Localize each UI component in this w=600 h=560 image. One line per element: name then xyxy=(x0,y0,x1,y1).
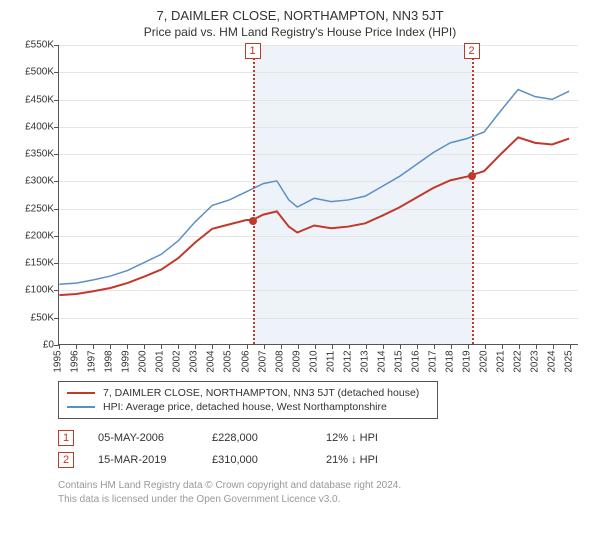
x-axis-label: 2010 xyxy=(308,347,319,377)
x-axis-label: 2003 xyxy=(189,347,200,377)
y-axis-label: £150K xyxy=(8,258,54,269)
sale-row: 1 05-MAY-2006 £228,000 12% ↓ HPI xyxy=(58,427,592,449)
x-axis-label: 1996 xyxy=(70,347,81,377)
x-axis-label: 2006 xyxy=(240,347,251,377)
x-axis-label: 2014 xyxy=(376,347,387,377)
series-line xyxy=(59,137,569,295)
x-axis-label: 2019 xyxy=(462,347,473,377)
y-axis-label: £0 xyxy=(8,340,54,351)
line-series-svg xyxy=(59,45,578,344)
y-axis-label: £450K xyxy=(8,94,54,105)
x-axis-label: 2002 xyxy=(172,347,183,377)
x-axis-label: 2000 xyxy=(138,347,149,377)
y-tick xyxy=(54,236,59,237)
x-axis-label: 2022 xyxy=(513,347,524,377)
chart-title: 7, DAIMLER CLOSE, NORTHAMPTON, NN3 5JT P… xyxy=(8,8,592,39)
sale-marker-line xyxy=(253,45,255,344)
x-axis-label: 2016 xyxy=(411,347,422,377)
legend: 7, DAIMLER CLOSE, NORTHAMPTON, NN3 5JT (… xyxy=(58,381,438,419)
y-tick xyxy=(54,45,59,46)
x-axis-label: 1997 xyxy=(87,347,98,377)
y-axis-label: £500K xyxy=(8,67,54,78)
y-tick xyxy=(54,154,59,155)
x-axis-label: 2024 xyxy=(547,347,558,377)
x-axis-label: 2007 xyxy=(257,347,268,377)
x-axis-label: 2018 xyxy=(445,347,456,377)
sale-hpi-delta: 21% ↓ HPI xyxy=(326,454,416,466)
y-tick xyxy=(54,209,59,210)
attribution: Contains HM Land Registry data © Crown c… xyxy=(58,479,592,506)
x-axis-label: 2009 xyxy=(291,347,302,377)
x-axis-label: 2005 xyxy=(223,347,234,377)
y-tick xyxy=(54,72,59,73)
sale-marker-badge: 2 xyxy=(464,43,480,59)
sale-price: £228,000 xyxy=(212,432,302,444)
x-axis-label: 2025 xyxy=(564,347,575,377)
y-tick xyxy=(54,318,59,319)
plot-region: 12 xyxy=(58,45,578,345)
y-axis-label: £200K xyxy=(8,230,54,241)
legend-label: HPI: Average price, detached house, West… xyxy=(103,401,387,413)
title-line1: 7, DAIMLER CLOSE, NORTHAMPTON, NN3 5JT xyxy=(8,8,592,23)
sale-marker-dot xyxy=(249,217,257,225)
x-axis-label: 2023 xyxy=(530,347,541,377)
sales-table: 1 05-MAY-2006 £228,000 12% ↓ HPI 2 15-MAR-201… xyxy=(58,427,592,471)
legend-item: HPI: Average price, detached house, West… xyxy=(67,400,429,414)
x-axis-label: 2015 xyxy=(393,347,404,377)
chart-area: 12 £0£50K£100K£150K£200K£250K£300K£350K£… xyxy=(8,45,592,375)
y-axis-label: £300K xyxy=(8,176,54,187)
series-line xyxy=(59,90,569,285)
sale-marker-line xyxy=(472,45,474,344)
y-axis-label: £400K xyxy=(8,121,54,132)
sale-date: 05-MAY-2006 xyxy=(98,432,188,444)
sale-price: £310,000 xyxy=(212,454,302,466)
y-tick xyxy=(54,100,59,101)
x-axis-label: 1995 xyxy=(53,347,64,377)
sale-row: 2 15-MAR-2019 £310,000 21% ↓ HPI xyxy=(58,449,592,471)
x-axis-label: 2013 xyxy=(359,347,370,377)
legend-swatch xyxy=(67,392,95,394)
x-axis-label: 2020 xyxy=(479,347,490,377)
y-tick xyxy=(54,127,59,128)
y-tick xyxy=(54,181,59,182)
legend-item: 7, DAIMLER CLOSE, NORTHAMPTON, NN3 5JT (… xyxy=(67,386,429,400)
y-tick xyxy=(54,263,59,264)
x-axis-label: 1999 xyxy=(121,347,132,377)
x-axis-label: 2017 xyxy=(428,347,439,377)
sale-date: 15-MAR-2019 xyxy=(98,454,188,466)
legend-label: 7, DAIMLER CLOSE, NORTHAMPTON, NN3 5JT (… xyxy=(103,387,419,399)
sale-marker-badge: 1 xyxy=(245,43,261,59)
sale-hpi-delta: 12% ↓ HPI xyxy=(326,432,416,444)
x-axis-label: 2011 xyxy=(325,347,336,377)
x-axis-label: 2021 xyxy=(496,347,507,377)
y-axis-label: £550K xyxy=(8,40,54,51)
y-axis-label: £250K xyxy=(8,203,54,214)
x-axis-label: 2012 xyxy=(342,347,353,377)
sale-row-badge: 1 xyxy=(58,430,74,446)
attribution-line1: Contains HM Land Registry data © Crown c… xyxy=(58,479,592,493)
x-axis-label: 1998 xyxy=(104,347,115,377)
x-axis-label: 2001 xyxy=(155,347,166,377)
y-axis-label: £50K xyxy=(8,312,54,323)
x-axis-label: 2008 xyxy=(274,347,285,377)
y-tick xyxy=(54,290,59,291)
attribution-line2: This data is licensed under the Open Gov… xyxy=(58,493,592,507)
y-axis-label: £100K xyxy=(8,285,54,296)
sale-marker-dot xyxy=(468,172,476,180)
y-axis-label: £350K xyxy=(8,149,54,160)
sale-row-badge: 2 xyxy=(58,452,74,468)
legend-swatch xyxy=(67,406,95,408)
x-axis-label: 2004 xyxy=(206,347,217,377)
title-line2: Price paid vs. HM Land Registry's House … xyxy=(8,25,592,39)
